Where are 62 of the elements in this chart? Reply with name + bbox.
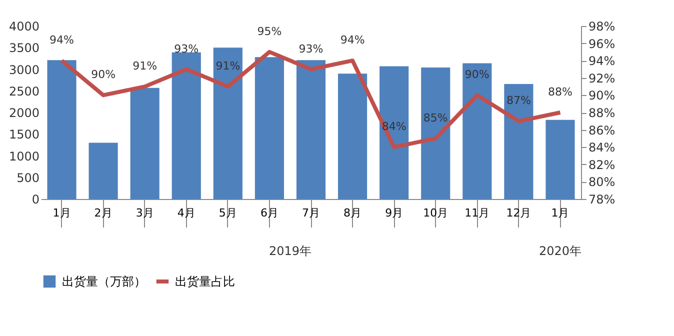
bar [380,66,409,199]
text: 2020年 [538,244,582,258]
y-tick-label: 2500 [8,84,40,98]
data-label: 94% [50,34,74,47]
y2-tick-label: 78% [588,192,616,206]
legend-label: 出货量（万部） [62,274,146,288]
y2-tick-label: 84% [588,140,616,155]
y2-tick-label: 90% [588,88,616,103]
y-tick-label: 0 [32,192,40,206]
bar [296,60,326,199]
x-tick-label: 2月 [94,206,112,220]
y-tick-label: 1500 [8,128,40,142]
y-tick-label: 3000 [8,62,40,77]
x-tick-label: 10月 [423,206,448,220]
bar [88,142,118,199]
data-label: 87% [506,94,531,108]
data-label: 90% [464,68,490,82]
data-label: 91% [132,60,158,73]
y-tick-label: 500 [16,170,40,185]
y2-tick-label: 88% [588,106,616,120]
data-label: 95% [257,24,282,38]
bar [338,74,368,199]
x-tick-label: 7月 [302,206,320,220]
y2-tick-label: 86% [588,123,616,138]
y2-tick-label: 94% [588,54,616,68]
bar [47,60,76,199]
x-tick-label: 12月 [506,206,532,220]
x-tick-label: 8月 [344,206,362,220]
bar [213,48,242,199]
x-tick-label: 1月 [52,206,71,220]
y-tick-label: 1000 [8,149,40,164]
x-tick-label: 9月 [385,206,404,220]
legend-label: 出货量占比 [175,274,235,288]
y2-tick-label: 82% [588,158,616,172]
y-tick-label: 2000 [8,106,40,120]
x-tick-label: 6月 [260,206,278,220]
data-label: 94% [340,34,365,47]
data-label: 91% [216,60,240,73]
x-tick-label: 1月 [551,206,570,220]
bar [546,120,575,199]
bar [254,57,284,199]
y-tick-label: 3500 [8,41,40,56]
bar [462,63,492,199]
text: 2019年 [268,244,312,258]
y2-tick-label: 96% [588,36,616,51]
x-tick-label: 4月 [177,206,196,220]
x-tick-label: 5月 [218,206,237,220]
bar [421,68,450,199]
y2-tick-label: 92% [588,71,616,86]
y2-tick-label: 80% [588,175,616,190]
y-tick-label: 4000 [8,20,40,34]
bar [172,52,201,199]
bar [130,88,160,199]
x-tick-label: 3月 [136,206,154,220]
data-label: 90% [91,68,116,82]
data-label: 93% [174,42,199,56]
y2-tick-label: 98% [588,20,616,34]
data-label: 88% [548,86,572,98]
bar [504,84,534,199]
data-label: 85% [423,111,448,124]
x-tick-label: 11月 [464,206,490,220]
data-label: 93% [298,42,324,56]
